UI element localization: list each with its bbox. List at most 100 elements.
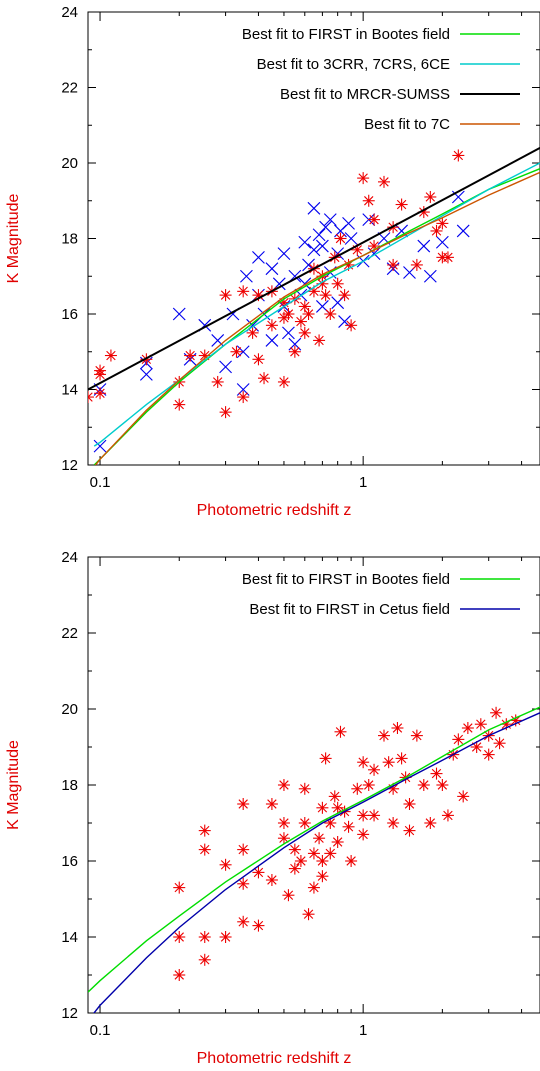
data-point-cross — [172, 307, 186, 321]
y-tick-label: 20 — [61, 155, 78, 172]
data-point-star — [94, 387, 107, 400]
data-point-star — [362, 779, 375, 791]
data-point-star — [403, 798, 416, 810]
data-point-star — [184, 349, 197, 362]
data-point-star — [338, 289, 351, 302]
data-point-star — [357, 828, 370, 841]
data-point-star — [387, 817, 400, 829]
data-point-star — [424, 190, 437, 203]
data-point-star — [345, 319, 358, 332]
data-point-star — [316, 870, 329, 883]
data-point-star — [461, 722, 474, 734]
data-point-star — [430, 224, 443, 237]
data-point-star — [313, 832, 326, 845]
data-point-star — [288, 345, 301, 358]
data-point-star — [357, 809, 370, 822]
data-point-star — [237, 843, 250, 856]
y-tick-label: 22 — [61, 625, 78, 642]
y-tick-label: 12 — [61, 457, 78, 474]
series-line — [88, 706, 540, 993]
data-point-star — [173, 931, 186, 943]
data-point-cross — [265, 262, 279, 276]
y-tick-label: 12 — [61, 1005, 78, 1022]
data-point-cross — [456, 224, 470, 238]
data-point-cross — [265, 334, 279, 347]
data-point-cross — [236, 345, 250, 359]
data-point-star — [104, 349, 117, 362]
data-point-star — [357, 172, 370, 185]
data-point-star — [493, 737, 506, 750]
data-point-star — [219, 858, 232, 871]
y-tick-label: 16 — [61, 306, 78, 323]
data-point-star — [258, 372, 271, 385]
data-point-cross — [307, 201, 321, 215]
data-point-star — [410, 729, 423, 742]
data-point-star — [316, 855, 329, 867]
data-point-cross — [342, 217, 355, 230]
legend-label: Best fit to 3CRR, 7CRS, 6CE — [257, 56, 450, 73]
data-point-cross — [252, 250, 265, 264]
data-point-cross — [93, 439, 107, 453]
data-point-star — [430, 767, 443, 780]
data-point-star — [237, 915, 250, 928]
data-point-star — [474, 718, 487, 731]
data-point-star — [282, 308, 295, 320]
data-point-star — [307, 881, 320, 894]
data-point-star — [307, 847, 320, 860]
data-point-cross — [316, 239, 329, 253]
data-point-star — [424, 817, 437, 829]
data-point-star — [298, 817, 311, 829]
y-axis-label: K Magnitude — [5, 193, 22, 283]
data-point-star — [294, 315, 307, 328]
y-tick-label: 18 — [61, 777, 78, 794]
data-point-star — [357, 756, 370, 769]
data-point-star — [331, 801, 344, 814]
data-point-star — [313, 334, 326, 347]
data-point-star — [288, 843, 301, 856]
data-point-star — [252, 353, 265, 366]
data-point-star — [265, 798, 278, 810]
data-point-star — [452, 149, 465, 162]
x-tick-label: 1 — [359, 474, 367, 491]
data-point-star — [331, 277, 344, 290]
y-tick-label: 22 — [61, 80, 78, 97]
data-point-star — [302, 908, 315, 921]
data-point-cross — [423, 269, 437, 283]
data-point-star — [252, 919, 265, 932]
data-point-star — [173, 398, 186, 411]
data-point-cross — [323, 213, 337, 227]
y-axis-label: K Magnitude — [5, 740, 22, 830]
y-tick-label: 14 — [61, 382, 78, 399]
data-point-star — [211, 375, 224, 388]
data-point-cross — [417, 239, 431, 253]
data-point-star — [277, 832, 290, 845]
data-point-cross — [240, 269, 253, 283]
data-point-star — [237, 391, 250, 404]
plot-area — [88, 147, 540, 465]
data-point-star — [198, 931, 211, 943]
data-point-star — [382, 756, 395, 769]
data-point-star — [237, 285, 250, 298]
data-point-star — [362, 194, 375, 207]
data-point-star — [482, 748, 495, 761]
data-point-star — [368, 213, 381, 226]
data-point-star — [395, 198, 408, 211]
data-point-star — [198, 824, 211, 837]
data-point-cross — [307, 243, 321, 257]
data-point-cross — [139, 368, 153, 381]
y-tick-label: 14 — [61, 929, 78, 946]
data-point-cross — [344, 232, 358, 245]
x-tick-label: 0.1 — [90, 474, 111, 491]
data-point-star — [441, 251, 454, 264]
data-point-star — [403, 824, 416, 837]
data-point-star — [316, 801, 329, 814]
legend-label: Best fit to 7C — [364, 116, 450, 133]
y-tick-label: 20 — [61, 701, 78, 718]
data-point-star — [298, 782, 311, 795]
data-point-star — [173, 969, 186, 981]
data-point-star — [282, 889, 295, 902]
data-point-star — [452, 733, 465, 746]
data-point-star — [230, 345, 243, 358]
data-point-star — [351, 782, 364, 795]
data-point-star — [237, 877, 250, 890]
